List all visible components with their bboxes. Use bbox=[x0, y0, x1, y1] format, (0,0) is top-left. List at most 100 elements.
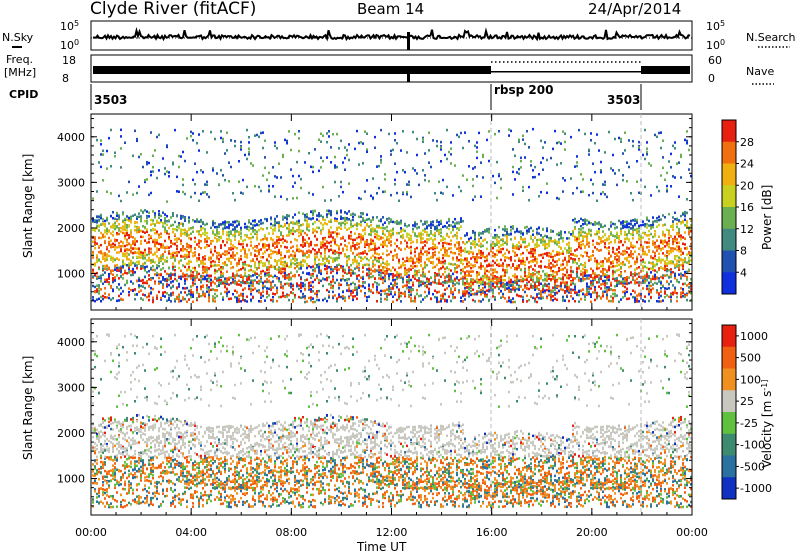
scatter-cell bbox=[108, 277, 110, 280]
scatter-cell bbox=[324, 251, 326, 255]
scatter-cell bbox=[304, 219, 306, 222]
scatter-cell bbox=[330, 234, 332, 237]
scatter-cell bbox=[532, 175, 534, 179]
scatter-cell bbox=[232, 228, 234, 231]
scatter-cell bbox=[286, 214, 288, 217]
scatter-cell bbox=[222, 252, 224, 256]
scatter-cell bbox=[332, 286, 334, 290]
scatter-cell bbox=[422, 137, 424, 141]
scatter-cell bbox=[512, 170, 514, 174]
scatter-cell bbox=[272, 292, 274, 295]
scatter-cell bbox=[162, 243, 164, 246]
scatter-cell bbox=[144, 219, 146, 223]
scatter-cell bbox=[470, 282, 472, 286]
scatter-cell bbox=[178, 154, 180, 158]
scatter-cell bbox=[486, 229, 488, 233]
scatter-cell bbox=[196, 288, 198, 292]
scatter-cell bbox=[362, 238, 364, 241]
scatter-cell bbox=[216, 289, 218, 292]
scatter-cell bbox=[390, 272, 392, 276]
scatter-cell bbox=[104, 231, 106, 234]
scatter-cell bbox=[376, 216, 378, 219]
scatter-cell bbox=[504, 225, 506, 228]
scatter-cell bbox=[198, 253, 200, 257]
scatter-cell bbox=[496, 234, 498, 238]
scatter-cell bbox=[538, 254, 540, 257]
cpid-segment-1: 3503 bbox=[94, 93, 127, 107]
scatter-cell bbox=[152, 260, 154, 263]
scatter-cell bbox=[366, 148, 368, 151]
scatter-cell bbox=[422, 229, 424, 232]
scatter-cell bbox=[334, 281, 336, 285]
scatter-cell bbox=[532, 278, 534, 281]
scatter-cell bbox=[256, 238, 258, 241]
scatter-cell bbox=[112, 230, 114, 233]
scatter-cell bbox=[182, 183, 184, 187]
scatter-cell bbox=[280, 270, 282, 273]
scatter-cell bbox=[96, 284, 98, 287]
scatter-cell bbox=[420, 238, 422, 241]
scatter-cell bbox=[404, 290, 406, 294]
scatter-cell bbox=[108, 222, 110, 225]
scatter-cell bbox=[118, 227, 120, 230]
scatter-cell bbox=[286, 273, 288, 277]
scatter-cell bbox=[304, 252, 306, 255]
scatter-cell bbox=[124, 254, 126, 258]
scatter-cell bbox=[262, 282, 264, 286]
scatter-cell bbox=[104, 271, 106, 274]
scatter-cell bbox=[428, 149, 430, 152]
scatter-cell bbox=[494, 275, 496, 278]
scatter-cell bbox=[476, 156, 478, 160]
scatter-cell bbox=[202, 232, 204, 235]
scatter-cell bbox=[104, 292, 106, 295]
scatter-cell bbox=[424, 244, 426, 247]
scatter-cell bbox=[230, 239, 232, 242]
scatter-cell bbox=[140, 297, 142, 300]
scatter-cell bbox=[202, 226, 204, 230]
scatter-cell bbox=[538, 238, 540, 242]
scatter-cell bbox=[502, 282, 504, 286]
scatter-cell bbox=[396, 238, 398, 242]
scatter-cell bbox=[410, 195, 412, 199]
scatter-cell bbox=[242, 281, 244, 285]
scatter-cell bbox=[162, 267, 164, 270]
scatter-cell bbox=[100, 277, 102, 280]
scatter-cell bbox=[322, 263, 324, 266]
scatter-cell bbox=[224, 152, 226, 155]
scatter-cell bbox=[492, 289, 494, 292]
scatter-cell bbox=[410, 245, 412, 249]
scatter-cell bbox=[110, 255, 112, 259]
scatter-cell bbox=[174, 242, 176, 246]
scatter-cell bbox=[360, 240, 362, 244]
scatter-cell bbox=[134, 239, 136, 242]
scatter-cell bbox=[104, 280, 106, 283]
scatter-cell bbox=[232, 251, 234, 254]
scatter-cell bbox=[222, 262, 224, 265]
scatter-cell bbox=[504, 241, 506, 244]
scatter-cell bbox=[234, 289, 236, 293]
scatter-cell bbox=[304, 279, 306, 282]
scatter-cell bbox=[520, 261, 522, 265]
scatter-cell bbox=[268, 268, 270, 271]
scatter-cell bbox=[240, 281, 242, 284]
scatter-cell bbox=[464, 247, 466, 250]
scatter-cell bbox=[518, 294, 520, 298]
scatter-cell bbox=[450, 287, 452, 291]
scatter-cell bbox=[146, 280, 148, 283]
scatter-cell bbox=[148, 250, 150, 253]
scatter-cell bbox=[146, 220, 148, 224]
scatter-cell bbox=[140, 267, 142, 270]
scatter-cell bbox=[164, 295, 166, 298]
scatter-cell bbox=[106, 255, 108, 258]
scatter-cell bbox=[538, 173, 540, 176]
scatter-cell bbox=[150, 259, 152, 262]
scatter-cell bbox=[202, 290, 204, 294]
scatter-cell bbox=[262, 269, 264, 273]
scatter-cell bbox=[216, 234, 218, 237]
scatter-cell bbox=[238, 220, 240, 224]
scatter-cell bbox=[396, 191, 398, 195]
cpid-row: CPID 3503 rbsp 200 3503 bbox=[9, 83, 642, 110]
scatter-cell bbox=[278, 224, 280, 227]
scatter-cell bbox=[216, 238, 218, 241]
scatter-cell bbox=[300, 186, 302, 190]
